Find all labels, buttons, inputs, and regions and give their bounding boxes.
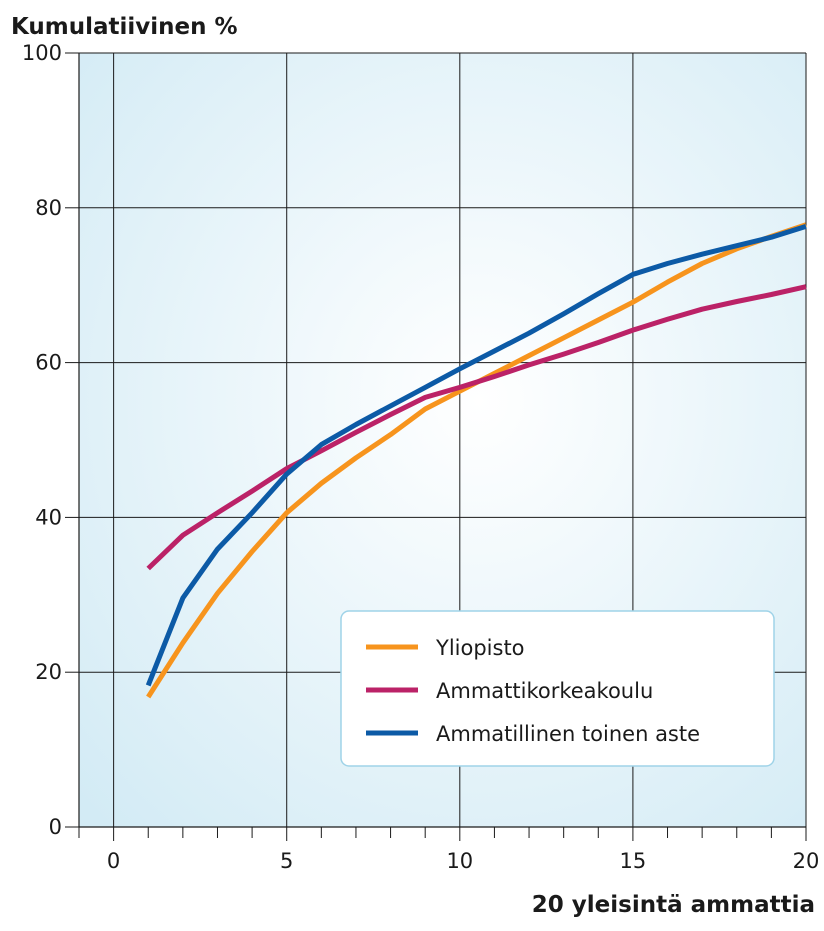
y-tick-label: 20 [35, 660, 62, 684]
x-tick-label: 10 [446, 849, 473, 873]
legend-label-2: Ammatillinen toinen aste [436, 722, 700, 746]
y-tick-label: 80 [35, 196, 62, 220]
x-axis-title: 20 yleisintä ammattia [532, 892, 815, 918]
y-tick-label: 0 [49, 815, 62, 839]
legend-label-1: Ammattikorkeakoulu [436, 679, 653, 703]
y-axis-title: Kumulatiivinen % [11, 14, 238, 40]
series-line-1 [146, 284, 807, 571]
axes [78, 53, 806, 828]
y-tick-label: 40 [35, 505, 62, 529]
legend-label-0: Yliopisto [435, 636, 525, 660]
x-tick-label: 20 [793, 849, 820, 873]
series-line-2 [145, 224, 807, 687]
legend: Yliopisto Ammattikorkeakoulu Ammatillinen … [340, 610, 775, 767]
tick-marks [65, 52, 807, 841]
y-tick-label: 60 [35, 351, 62, 375]
tick-labels: 0 5 10 15 20 0 20 40 60 80 100 [22, 41, 819, 873]
x-tick-label: 15 [620, 849, 647, 873]
legend-box [340, 610, 775, 767]
x-tick-label: 0 [107, 849, 120, 873]
y-tick-label: 100 [22, 41, 62, 65]
series-lines [145, 222, 807, 699]
x-tick-label: 5 [280, 849, 293, 873]
